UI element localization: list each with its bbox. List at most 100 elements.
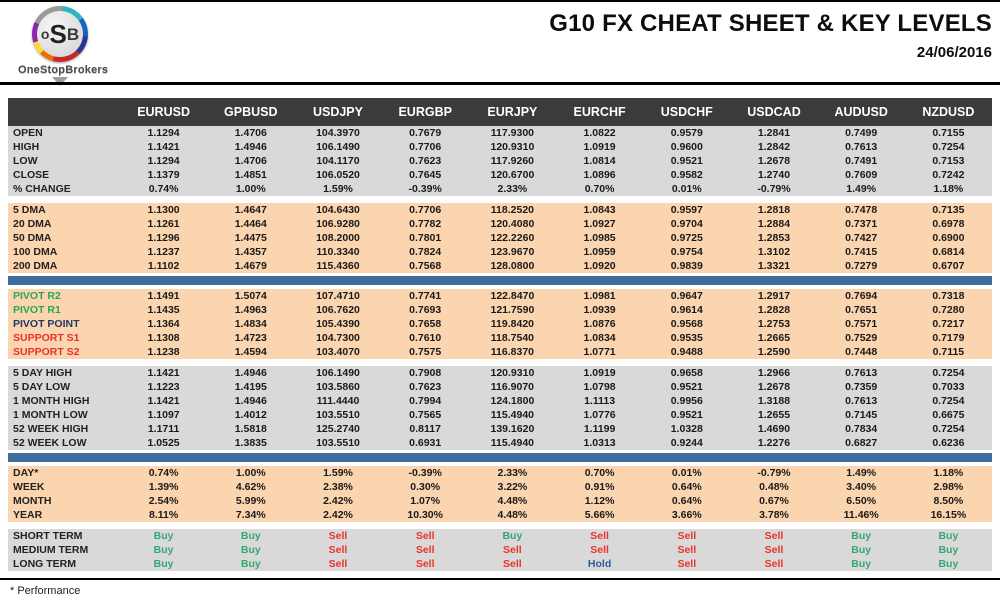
signal-cell: Sell — [503, 544, 522, 556]
data-cell: 2.42% — [323, 495, 353, 507]
table-row-short-term: SHORT TERM Buy Buy Sell Sell Buy Sell Sell Sell B… — [8, 529, 992, 543]
table-row-support-s1: SUPPORT S1 1.1308 1.4723 104.7300 0.7610 118.… — [8, 331, 992, 345]
data-cell: 3.78% — [759, 509, 789, 521]
section-gap — [8, 522, 992, 529]
data-cell: 1.2753 — [757, 318, 791, 330]
data-cell: 104.1170 — [316, 155, 360, 167]
row-label: LOW — [13, 155, 38, 167]
data-cell: 1.2884 — [757, 218, 791, 230]
data-cell: 0.01% — [671, 467, 702, 479]
data-cell: 3.66% — [671, 509, 702, 521]
section-gap — [8, 359, 992, 366]
row-label: 100 DMA — [13, 246, 58, 258]
data-cell: 120.4080 — [490, 218, 535, 230]
data-cell: 0.64% — [671, 495, 702, 507]
logo-letter-s: S — [49, 19, 67, 49]
data-cell: 0.7279 — [845, 260, 878, 272]
data-cell: -0.39% — [408, 183, 442, 195]
data-cell: 0.7782 — [409, 218, 442, 230]
data-cell: 1.0959 — [583, 246, 616, 258]
data-cell: 6.50% — [846, 495, 877, 507]
signal-cell: Sell — [764, 530, 784, 542]
data-cell: 3.22% — [497, 481, 528, 493]
data-cell: 1.4594 — [234, 346, 267, 358]
data-cell: 1.49% — [846, 183, 877, 195]
data-cell: 0.7679 — [409, 127, 442, 139]
signal-cell: Buy — [851, 544, 872, 556]
table-row-200-dma: 200 DMA 1.1102 1.4679 115.4360 0.7568 128.080… — [8, 259, 992, 273]
data-cell: 106.1490 — [316, 367, 360, 379]
data-cell: 0.74% — [148, 467, 179, 479]
data-cell: 0.7658 — [409, 318, 442, 330]
signal-cell: Sell — [590, 530, 609, 542]
data-cell: 0.9568 — [670, 318, 703, 330]
data-cell: 1.1223 — [147, 381, 180, 393]
section-dma: 5 DMA 1.1300 1.4647 104.6430 0.7706 118.2520 1… — [8, 203, 992, 273]
data-cell: 0.9488 — [670, 346, 703, 358]
data-cell: 1.5818 — [234, 423, 267, 435]
signal-cell: Sell — [590, 544, 609, 556]
data-cell: 1.2655 — [757, 409, 791, 421]
data-cell: 0.8117 — [409, 423, 441, 435]
data-cell: 0.7908 — [409, 367, 442, 379]
data-cell: 1.1238 — [147, 346, 180, 358]
column-header-eurgbp: EURGBP — [398, 105, 452, 119]
data-cell: 0.7834 — [845, 423, 878, 435]
data-cell: 1.0822 — [583, 127, 616, 139]
data-cell: 1.2853 — [757, 232, 791, 244]
data-cell: 122.2260 — [490, 232, 535, 244]
data-cell: 1.1421 — [147, 367, 180, 379]
row-label: SHORT TERM — [13, 530, 83, 542]
column-header-usdjpy: USDJPY — [312, 105, 363, 119]
data-cell: 1.4679 — [234, 260, 267, 272]
data-cell: 0.9614 — [670, 304, 703, 316]
data-cell: 0.70% — [584, 183, 615, 195]
data-cell: 0.30% — [410, 481, 441, 493]
data-cell: 2.33% — [497, 183, 528, 195]
data-cell: 0.9754 — [670, 246, 703, 258]
data-cell: 0.7145 — [845, 409, 878, 421]
data-cell: 1.0814 — [583, 155, 616, 167]
data-cell: 0.6900 — [932, 232, 965, 244]
data-cell: 0.7254 — [932, 423, 965, 435]
data-cell: 0.7613 — [845, 367, 878, 379]
data-cell: 1.0919 — [583, 367, 616, 379]
data-cell: 0.7427 — [845, 232, 878, 244]
data-cell: 103.4070 — [316, 346, 360, 358]
data-cell: 1.4946 — [234, 367, 267, 379]
data-cell: 0.7415 — [845, 246, 878, 258]
data-cell: -0.79% — [757, 467, 791, 479]
data-cell: 117.9260 — [490, 155, 534, 167]
data-cell: 2.38% — [323, 481, 353, 493]
row-label: 52 WEEK HIGH — [13, 423, 89, 435]
row-label: 1 MONTH LOW — [13, 409, 88, 421]
data-cell: 1.59% — [323, 183, 353, 195]
data-cell: 0.6827 — [845, 437, 878, 449]
data-cell: 119.8420 — [490, 318, 534, 330]
data-cell: 8.50% — [933, 495, 964, 507]
data-cell: 0.7623 — [409, 381, 442, 393]
data-cell: 1.2590 — [757, 346, 791, 358]
data-cell: 1.0525 — [147, 437, 180, 449]
data-cell: 0.7571 — [845, 318, 878, 330]
data-cell: 0.7033 — [932, 381, 965, 393]
data-cell: 1.0776 — [583, 409, 616, 421]
data-cell: 0.7529 — [845, 332, 878, 344]
data-cell: 0.7801 — [409, 232, 442, 244]
row-label: 5 DAY HIGH — [13, 367, 72, 379]
row-label: PIVOT POINT — [13, 318, 80, 330]
column-header-audusd: AUDUSD — [834, 105, 888, 119]
signal-cell: Sell — [328, 530, 348, 542]
data-cell: 107.4710 — [316, 290, 360, 302]
table-row-100-dma: 100 DMA 1.1237 1.4357 110.3340 0.7824 123.967… — [8, 245, 992, 259]
data-cell: 0.7565 — [409, 409, 442, 421]
data-cell: 0.64% — [671, 481, 702, 493]
data-cell: 2.54% — [148, 495, 179, 507]
data-cell: 1.0896 — [583, 169, 616, 181]
signal-cell: Sell — [503, 558, 522, 570]
data-cell: 1.39% — [148, 481, 179, 493]
title-block: G10 FX CHEAT SHEET & KEY LEVELS 24/06/20… — [549, 10, 992, 61]
column-header-eurchf: EURCHF — [573, 105, 626, 119]
data-cell: 0.7280 — [932, 304, 965, 316]
data-cell: 1.0328 — [670, 423, 703, 435]
